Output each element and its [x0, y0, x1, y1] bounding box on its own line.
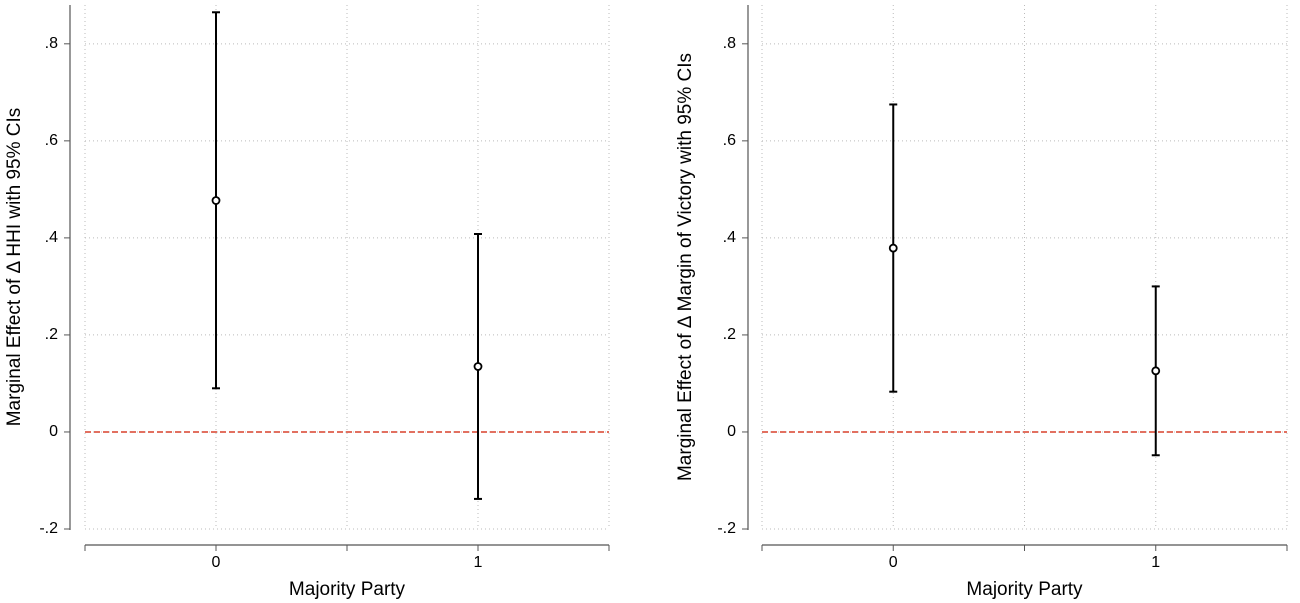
- y-tick-label: 0: [727, 423, 736, 440]
- x-axis-title: Majority Party: [966, 579, 1083, 600]
- y-tick-label: .6: [45, 132, 58, 149]
- y-axis-title: Marginal Effect of Δ HHI with 95% CIs: [4, 108, 25, 427]
- x-tick-label: 0: [212, 554, 221, 571]
- y-tick-label: -.2: [39, 520, 58, 537]
- x-axis-title: Majority Party: [289, 579, 406, 600]
- point: [211, 196, 221, 205]
- y-tick-label: -.2: [717, 520, 736, 537]
- x-tick-label: 0: [889, 554, 898, 571]
- y-axis-title: Marginal Effect of Δ Margin of Victory w…: [675, 53, 696, 481]
- x-tick-label: 1: [1151, 554, 1160, 571]
- point: [888, 243, 898, 253]
- y-tick-label: .4: [723, 229, 736, 246]
- x-tick-label: 1: [474, 554, 483, 571]
- point: [473, 362, 483, 371]
- y-tick-label: .8: [45, 35, 58, 52]
- y-tick-label: .2: [723, 326, 736, 343]
- y-tick-label: .6: [723, 132, 736, 149]
- y-tick-label: 0: [49, 423, 58, 440]
- point: [1151, 366, 1161, 376]
- y-tick-label: .4: [45, 229, 58, 246]
- y-tick-label: .8: [723, 35, 736, 52]
- y-tick-label: .2: [45, 326, 58, 343]
